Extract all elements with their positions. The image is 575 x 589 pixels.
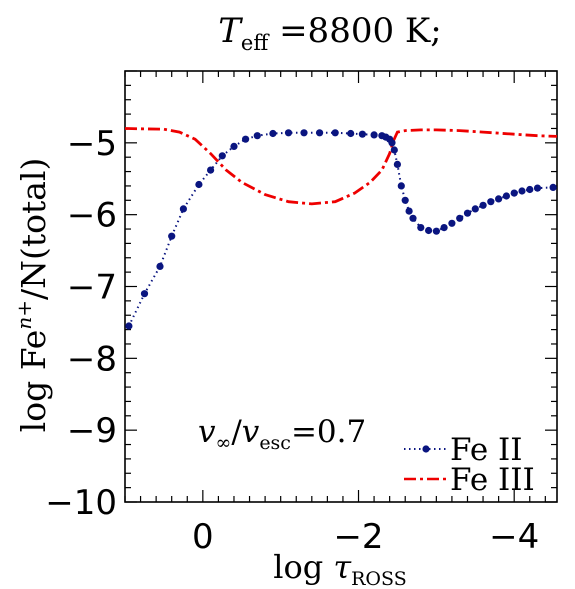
data-point-fe-ii <box>253 132 261 140</box>
data-point-fe-ii <box>533 184 542 192</box>
data-point-fe-ii <box>393 160 401 168</box>
data-point-fe-ii <box>242 135 250 143</box>
legend-item-fe-iii: Fe III <box>404 462 535 498</box>
chart-title: Teff =8800 K; <box>218 11 442 55</box>
data-point-fe-ii <box>358 130 366 138</box>
data-point-fe-ii <box>347 129 355 138</box>
x-tick-label: −4 <box>489 517 539 557</box>
data-point-fe-ii <box>401 196 409 204</box>
velocity-annotation: v∞/vesc=0.7 <box>198 414 366 454</box>
annotation-inf-sub: ∞ <box>216 432 232 454</box>
title-symbol: T <box>218 11 243 51</box>
data-point-fe-ii <box>156 262 164 270</box>
series-layer <box>124 127 558 330</box>
series-line-fe-ii <box>127 131 554 327</box>
data-point-fe-ii <box>125 322 133 330</box>
data-point-fe-ii <box>316 129 324 137</box>
title-rest: =8800 K; <box>268 11 442 51</box>
data-point-fe-ii <box>448 219 456 227</box>
y-tick-label: −5 <box>67 124 117 164</box>
data-point-fe-ii <box>230 142 238 150</box>
ylabel-prefix: log Fe <box>14 330 53 433</box>
data-point-fe-ii <box>390 146 398 154</box>
data-point-fe-ii <box>388 139 396 147</box>
data-point-fe-ii <box>425 226 433 235</box>
legend-label-fe-iii: Fe III <box>450 462 535 498</box>
data-point-fe-ii <box>405 207 413 215</box>
x-tick-label: 0 <box>192 517 214 557</box>
y-tick-label: −7 <box>67 268 117 308</box>
data-point-fe-ii <box>168 232 176 240</box>
annotation-esc-sub: esc <box>259 432 291 454</box>
title-subscript: eff <box>241 31 270 55</box>
y-axis-label: log Fen+/N(total) <box>12 158 53 433</box>
data-point-fe-ii <box>502 192 510 200</box>
data-point-fe-ii <box>179 205 187 213</box>
data-point-fe-ii <box>510 189 518 197</box>
x-axis-label: log τROSS <box>273 548 406 589</box>
data-point-fe-ii <box>370 131 378 139</box>
data-point-fe-ii <box>518 187 526 195</box>
data-point-fe-ii <box>218 152 226 160</box>
ylabel-suffix: /N(total) <box>14 158 53 300</box>
data-point-fe-ii <box>331 129 339 137</box>
legend-item-fe-ii: Fe II <box>404 432 523 468</box>
data-point-fe-ii <box>409 214 417 222</box>
data-point-fe-ii <box>463 209 472 217</box>
ylabel-superscript: n+ <box>12 300 36 330</box>
data-point-fe-ii <box>479 201 487 209</box>
data-point-fe-ii <box>526 185 534 194</box>
data-point-fe-ii <box>140 290 149 298</box>
data-point-fe-ii <box>471 205 479 213</box>
x-tick-labels: 0 −2 −4 <box>192 517 539 557</box>
y-tick-label: −6 <box>67 196 117 236</box>
annotation-v-esc: v <box>242 414 260 450</box>
data-point-fe-ii <box>495 195 503 203</box>
data-point-fe-ii <box>397 182 405 190</box>
legend: Fe II Fe III <box>404 432 535 498</box>
y-tick-label: −10 <box>45 483 117 523</box>
data-point-fe-ii <box>440 224 448 232</box>
xlabel-subscript: ROSS <box>351 568 407 589</box>
data-point-fe-ii <box>207 166 215 174</box>
legend-marker-fe-ii <box>422 445 430 453</box>
annotation-value: =0.7 <box>291 414 366 450</box>
annotation-v-inf: v <box>198 414 216 450</box>
data-point-fe-ii <box>417 224 425 232</box>
y-tick-label: −9 <box>67 411 117 451</box>
data-point-fe-ii <box>269 129 277 138</box>
annotation-slash: / <box>231 414 242 450</box>
data-point-fe-ii <box>432 227 440 235</box>
data-point-fe-ii <box>284 129 293 137</box>
xlabel-prefix: log <box>273 548 333 586</box>
data-point-fe-ii <box>195 180 203 189</box>
data-point-fe-ii <box>487 198 495 206</box>
data-point-fe-ii <box>549 183 557 191</box>
xlabel-tau: τ <box>333 548 352 586</box>
x-tick-label: −2 <box>333 517 383 557</box>
legend-label-fe-ii: Fe II <box>450 432 523 468</box>
y-tick-labels: −10 −9 −8 −7 −6 −5 <box>45 124 117 523</box>
series-line-fe-iii <box>124 127 558 206</box>
y-tick-label: −8 <box>67 339 117 379</box>
data-point-fe-ii <box>300 129 308 137</box>
data-point-fe-ii <box>456 214 464 222</box>
